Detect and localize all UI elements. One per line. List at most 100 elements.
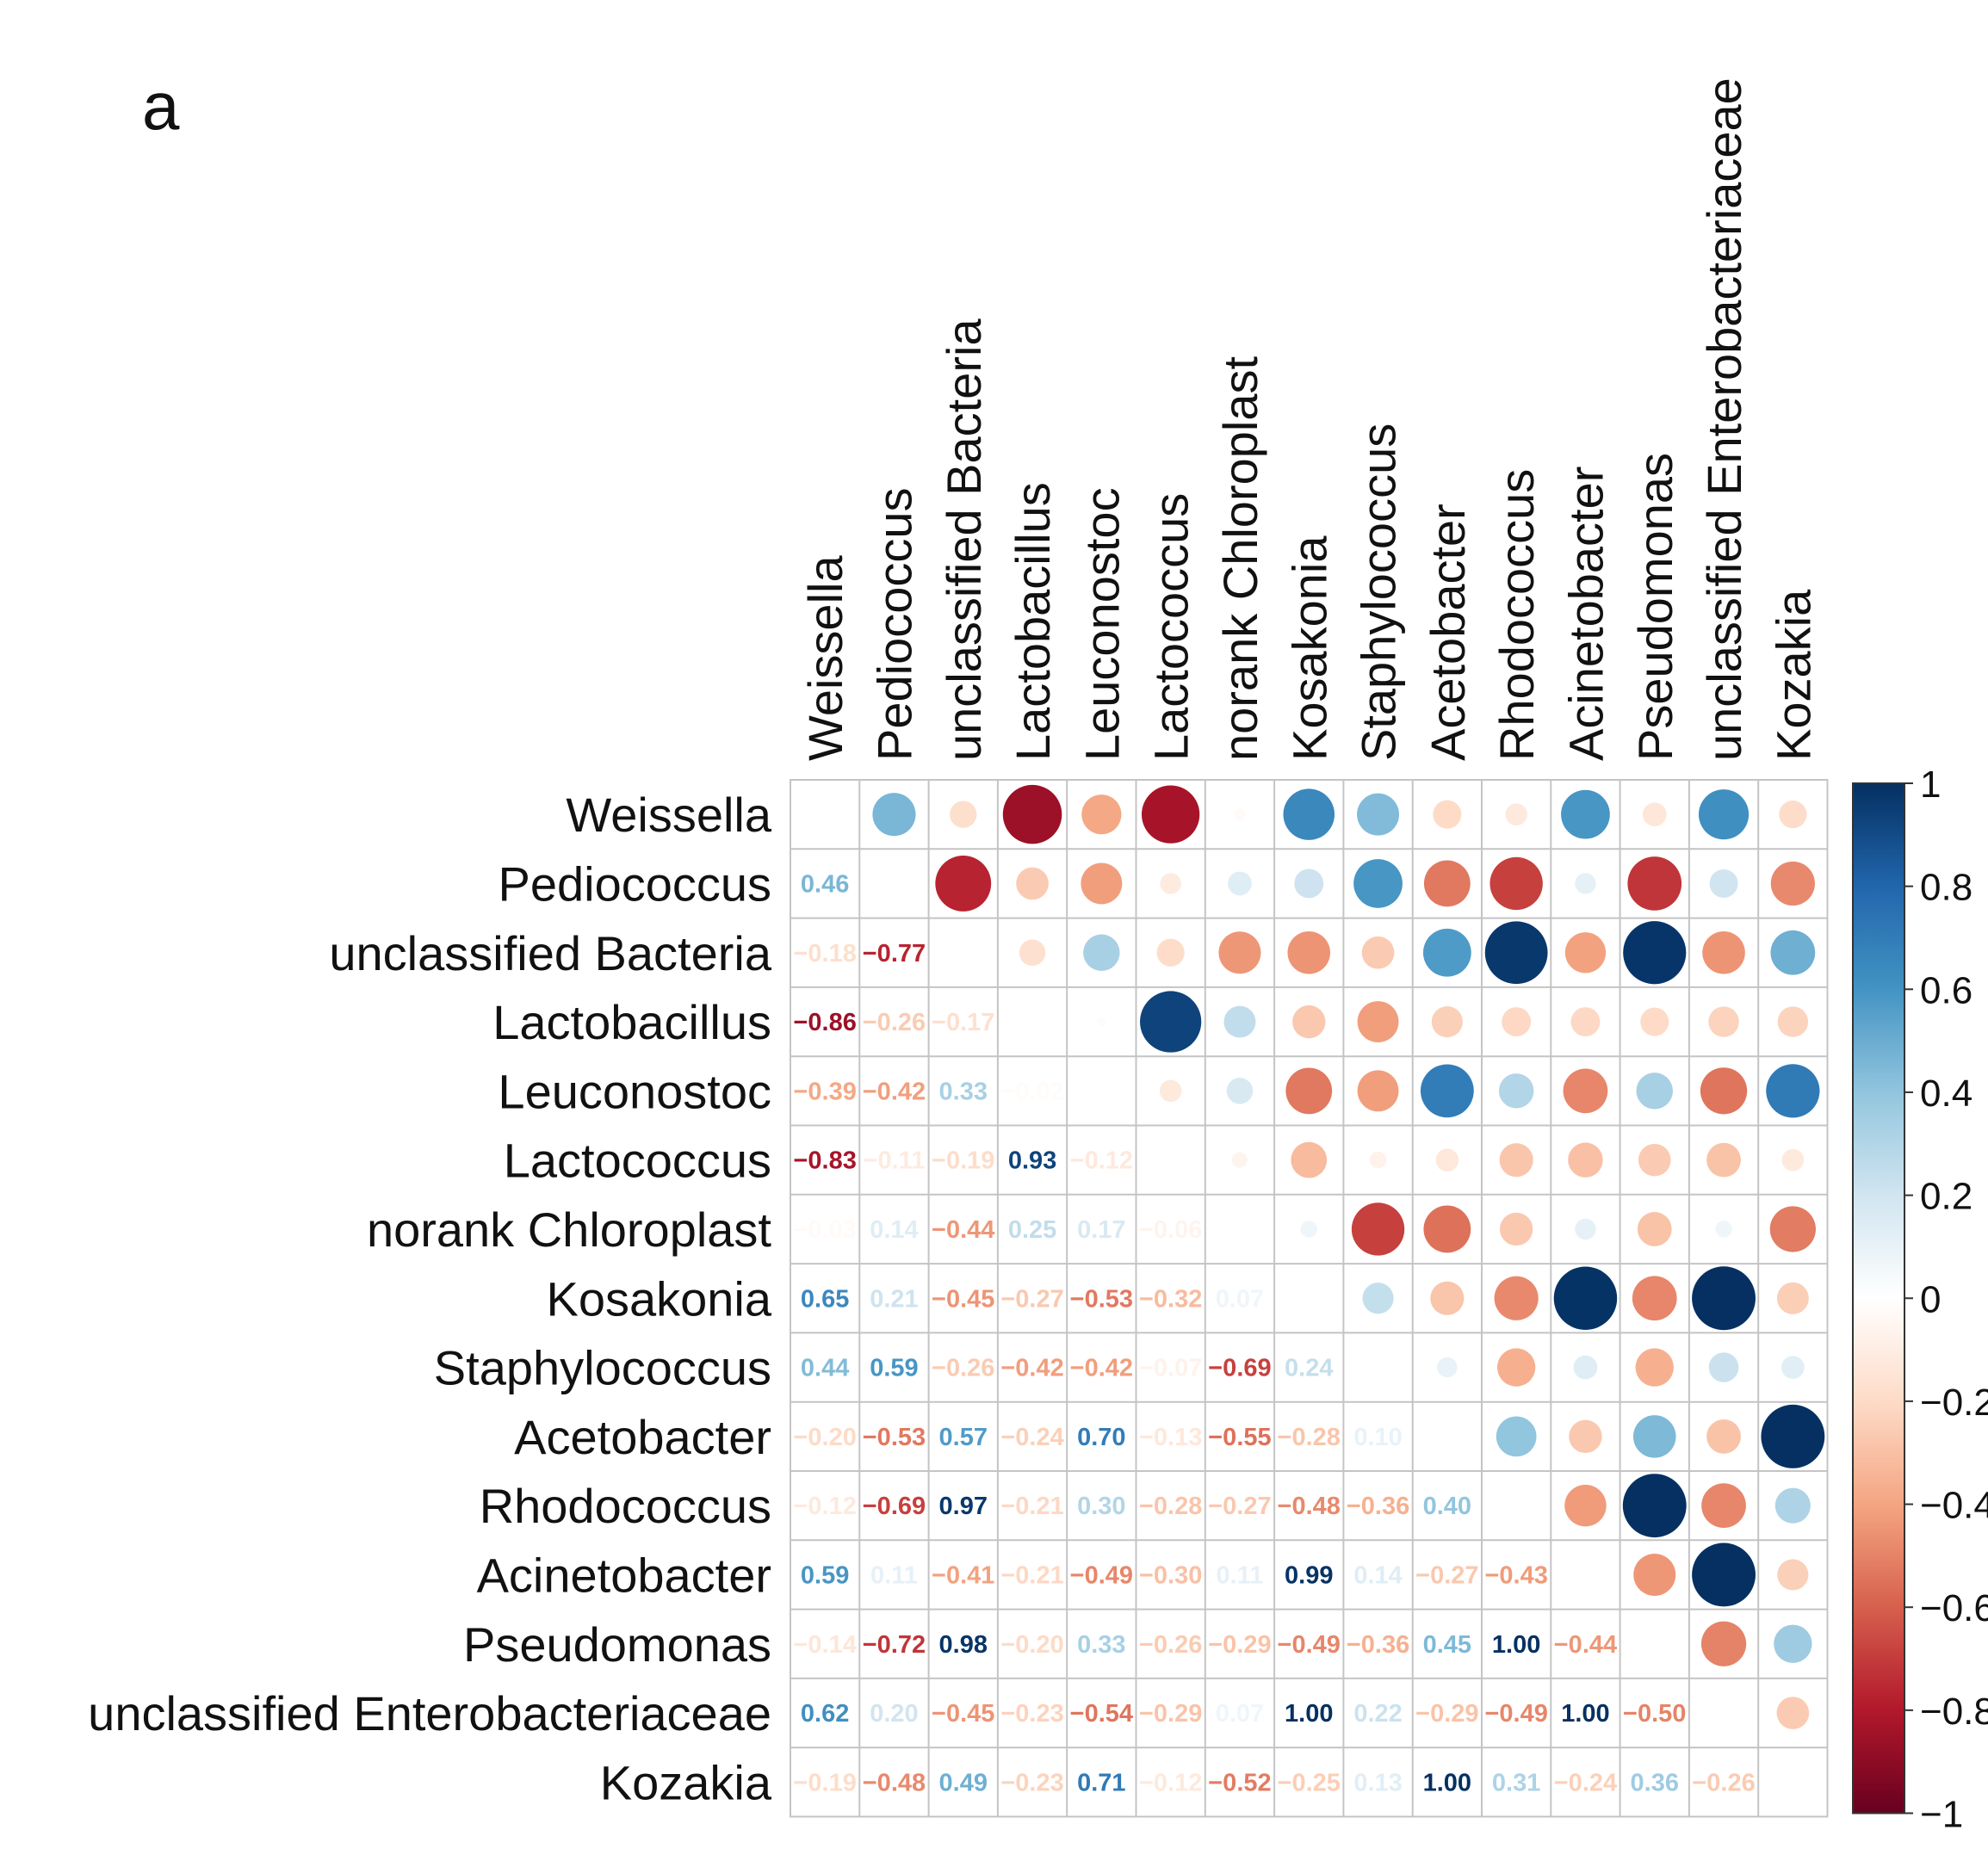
corr-circle bbox=[1081, 794, 1122, 835]
corr-circle bbox=[1292, 1005, 1326, 1039]
corr-value-label: −0.19 bbox=[793, 1769, 856, 1796]
corr-value-label: 0.98 bbox=[939, 1631, 988, 1659]
colorbar-tick-label: 0.6 bbox=[1920, 969, 1973, 1011]
corr-value-label: 0.14 bbox=[870, 1216, 918, 1244]
corr-circle bbox=[1700, 1621, 1747, 1666]
corr-circle bbox=[1561, 789, 1610, 839]
corr-circle bbox=[1353, 859, 1403, 908]
corr-circle bbox=[1781, 1148, 1805, 1172]
corr-value-label: −0.21 bbox=[1000, 1561, 1063, 1589]
corr-circle bbox=[1228, 871, 1252, 896]
corr-value-label: −0.20 bbox=[793, 1424, 856, 1451]
corr-value-label: −0.27 bbox=[1000, 1285, 1063, 1313]
column-label: Lactococcus bbox=[1144, 493, 1198, 761]
corr-value-label: 1.00 bbox=[1285, 1700, 1333, 1728]
corr-value-label: −0.26 bbox=[932, 1355, 994, 1382]
corr-value-label: 0.30 bbox=[1077, 1493, 1125, 1520]
column-label: Acinetobacter bbox=[1558, 467, 1613, 761]
corr-value-label: −0.53 bbox=[863, 1424, 926, 1451]
row-label: Lactococcus bbox=[504, 1134, 771, 1188]
corr-circle bbox=[1642, 802, 1667, 826]
corr-circle bbox=[1218, 931, 1261, 974]
row-label: unclassified Enterobacteriaceae bbox=[88, 1686, 771, 1740]
corr-value-label: −0.49 bbox=[1070, 1561, 1133, 1589]
corr-circle bbox=[1563, 1068, 1608, 1114]
column-label: Pseudomonas bbox=[1628, 453, 1682, 761]
corr-circle bbox=[1231, 1152, 1248, 1168]
corr-value-label: −0.45 bbox=[932, 1700, 994, 1728]
corr-circle bbox=[1777, 1559, 1809, 1591]
corr-circle bbox=[1769, 1206, 1816, 1252]
corr-circle bbox=[1430, 1281, 1465, 1315]
corr-circle bbox=[1774, 1487, 1811, 1524]
corr-circle bbox=[1496, 1416, 1537, 1457]
colorbar-tick-label: −0.2 bbox=[1920, 1382, 1988, 1424]
corr-value-label: −0.26 bbox=[863, 1009, 926, 1036]
corr-circle bbox=[872, 793, 916, 837]
corr-circle bbox=[1141, 785, 1200, 844]
corr-circle bbox=[1708, 1006, 1739, 1037]
corr-value-label: −0.54 bbox=[1070, 1700, 1133, 1728]
corr-circle bbox=[1573, 1355, 1598, 1380]
corr-value-label: −0.41 bbox=[932, 1561, 994, 1589]
corr-value-label: −0.12 bbox=[793, 1493, 856, 1520]
corr-circle bbox=[1715, 1221, 1732, 1238]
corr-circle bbox=[1564, 932, 1607, 974]
corr-circle bbox=[1570, 1007, 1601, 1036]
corr-value-label: 0.59 bbox=[870, 1355, 918, 1382]
corr-circle bbox=[1637, 1212, 1672, 1246]
corr-value-label: 0.93 bbox=[1008, 1147, 1056, 1175]
corr-value-label: −0.83 bbox=[793, 1147, 856, 1175]
corr-value-label: 0.71 bbox=[1077, 1769, 1125, 1796]
corr-circle bbox=[1489, 856, 1543, 911]
corr-value-label: −0.42 bbox=[863, 1078, 926, 1105]
corr-value-label: 1.00 bbox=[1492, 1631, 1540, 1659]
corr-circle bbox=[1291, 1141, 1328, 1178]
corr-value-label: −0.26 bbox=[1692, 1769, 1755, 1796]
corr-value-label: −0.69 bbox=[1208, 1355, 1271, 1382]
corr-circle bbox=[1706, 1419, 1741, 1454]
corr-circle bbox=[1223, 1005, 1256, 1038]
corr-circle bbox=[1294, 869, 1324, 899]
corr-value-label: −0.50 bbox=[1623, 1700, 1686, 1728]
panel-label: a bbox=[142, 68, 180, 144]
colorbar-tick-label: −0.4 bbox=[1920, 1485, 1988, 1527]
corr-circle bbox=[1433, 800, 1462, 829]
corr-value-label: 0.45 bbox=[1423, 1631, 1471, 1659]
corr-circle bbox=[1016, 867, 1049, 900]
column-label: Kozakia bbox=[1766, 589, 1820, 761]
corr-circle bbox=[1777, 1006, 1809, 1037]
corr-circle bbox=[1226, 1078, 1254, 1104]
corr-circle bbox=[1287, 930, 1331, 974]
colorbar-tick-label: −0.8 bbox=[1920, 1691, 1988, 1733]
corr-value-label: −0.30 bbox=[1139, 1561, 1202, 1589]
corr-value-label: 0.33 bbox=[939, 1078, 988, 1105]
corr-value-label: −0.29 bbox=[1415, 1700, 1478, 1728]
corr-circle bbox=[1633, 1553, 1676, 1596]
corr-value-label: 0.40 bbox=[1423, 1493, 1471, 1520]
corr-circle bbox=[1761, 1404, 1825, 1468]
corr-value-label: −0.53 bbox=[1070, 1285, 1133, 1313]
corr-value-label: 0.20 bbox=[870, 1700, 918, 1728]
corr-value-label: −0.49 bbox=[1484, 1700, 1547, 1728]
row-label: Rhodococcus bbox=[480, 1479, 771, 1533]
corr-value-label: −0.02 bbox=[1000, 1078, 1063, 1105]
corr-value-label: −0.21 bbox=[1000, 1493, 1063, 1520]
corr-circle bbox=[1781, 1356, 1805, 1379]
colorbar-tick-label: 0 bbox=[1920, 1278, 1941, 1320]
corr-value-label: −0.72 bbox=[863, 1631, 926, 1659]
corr-value-label: 0.36 bbox=[1631, 1769, 1679, 1796]
corr-value-label: −0.27 bbox=[1415, 1561, 1478, 1589]
corr-circle bbox=[1623, 921, 1687, 985]
corr-value-label: −0.48 bbox=[863, 1769, 926, 1796]
corr-circle bbox=[1083, 934, 1120, 971]
corr-circle bbox=[1692, 1266, 1756, 1331]
corr-value-label: 0.65 bbox=[801, 1285, 849, 1313]
corr-circle bbox=[1779, 801, 1807, 829]
corr-circle bbox=[1635, 1348, 1674, 1387]
corr-value-label: 0.25 bbox=[1008, 1216, 1056, 1244]
column-label: Lactobacillus bbox=[1006, 482, 1060, 761]
column-label: Acetobacter bbox=[1421, 504, 1475, 761]
corr-value-label: −0.52 bbox=[1208, 1769, 1271, 1796]
